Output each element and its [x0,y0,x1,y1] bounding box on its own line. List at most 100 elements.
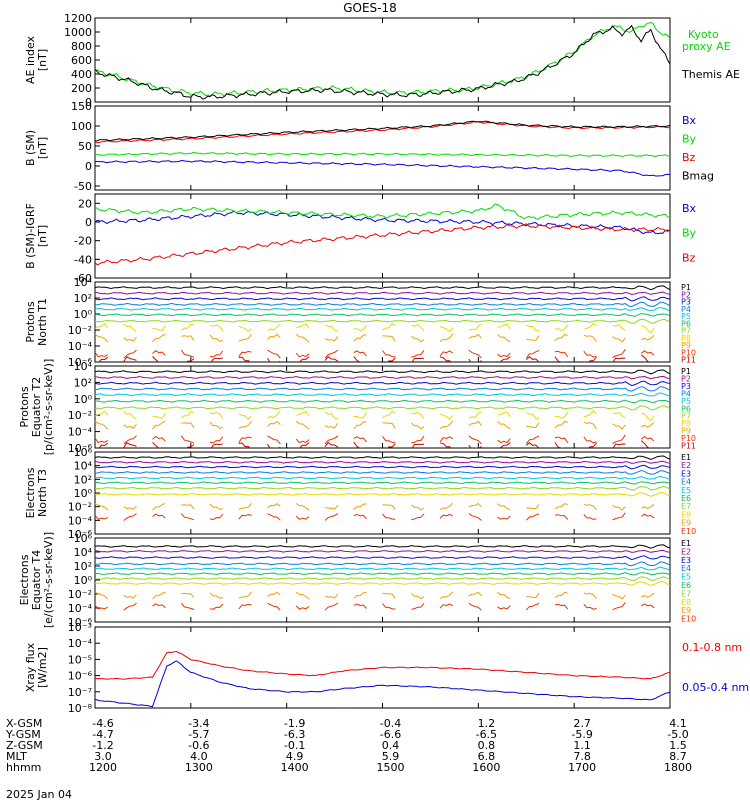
y-tick-label: 10⁰ [74,308,93,321]
channel-line-p8 [641,325,655,334]
channel-line-p9 [238,420,252,429]
channel-line-e10 [640,513,655,519]
channel-line-p8 [497,411,511,418]
channel-line-p9 [439,420,454,429]
channel-line-p9 [152,420,166,430]
channel-line-p11 [353,441,365,448]
channel-line-p10 [583,350,597,358]
legend-label: By [682,133,697,146]
channel-line-e9 [410,504,425,511]
ephemeris-value: 1600 [472,761,500,774]
channel-label: E6 [681,581,691,590]
y-tick-label: 10⁻⁴ [68,637,93,650]
y-tick-label: -60 [74,272,92,285]
ephemeris-value: -5.7 [188,728,209,741]
channel-line-p8 [612,411,626,419]
channel-line-e10 [612,602,626,611]
channel-line-e7 [95,485,670,491]
channel-label: P11 [681,356,696,365]
channel-line-e3 [95,464,670,470]
channel-line-p11 [612,357,626,362]
channel-label: P4 [681,389,691,398]
channel-line-e6 [95,572,670,576]
channel-line-p10 [324,349,339,359]
ephemeris-value: 6.8 [478,750,496,763]
channel-line-p8 [353,412,367,419]
channel-line-p8 [238,325,252,333]
channel-line-e9 [382,504,396,510]
ephemeris-value: -4.7 [92,728,113,741]
channel-line-p8 [382,410,396,418]
channel-line-e4 [95,561,670,567]
ephemeris-value: 1700 [568,761,596,774]
channel-line-p10 [439,436,454,443]
channel-line-p8 [95,410,109,417]
channel-label: E2 [681,461,691,470]
channel-line-e9 [439,591,454,599]
channel-line-p8 [439,413,454,421]
channel-label: P2 [681,290,691,299]
channel-line-p11 [123,356,137,362]
channel-line-p9 [209,334,223,342]
channel-line-p8 [497,323,511,330]
channel-label: P3 [681,298,691,307]
channel-line-e10 [497,605,511,610]
channel-line-p11 [468,444,482,448]
channel-line-p8 [526,324,540,332]
channel-line-p8 [123,411,137,420]
channel-line-p11 [298,356,310,362]
channel-line-p9 [181,422,195,429]
channel-line-p11 [210,357,223,362]
channel-line-p10 [468,435,482,445]
channel-line-p8 [583,322,597,330]
legend-label: Bmag [682,170,714,183]
legend-label: proxy AE [682,40,731,53]
channel-line-e10 [612,512,626,521]
channel-line-p11 [612,443,626,448]
plot-area [95,369,670,448]
panel-frame [94,105,671,191]
channel-line-e6 [95,481,670,485]
channel-label: P7 [681,327,691,336]
channel-line-p9 [612,336,626,343]
channel-line-e9 [497,591,511,600]
channel-line-p10 [612,348,626,358]
channel-line-e10 [554,514,569,520]
channel-label: P3 [681,382,691,391]
channel-line-e9 [468,591,482,597]
channel-line-p1 [95,285,670,291]
y-axis-label: [W/m2] [36,647,49,688]
channel-line-e7 [95,576,670,581]
y-axis-label: [e/(cm²-s-sr-keV)] [42,532,55,628]
channel-line-p8 [554,411,569,419]
channel-line-p9 [295,420,310,430]
channel-line-p6 [95,313,670,317]
channel-line-p8 [152,325,166,332]
series-line-by [95,203,670,220]
channel-line-p10 [267,349,281,359]
y-tick-label: 10⁰ [74,487,93,500]
channel-line-p10 [152,435,166,442]
channel-line-p10 [295,438,310,444]
channel-line-p9 [382,335,396,342]
channel-line-e9 [209,592,223,599]
channel-line-e10 [95,604,109,610]
channel-line-e10 [468,602,482,611]
channel-line-e9 [324,504,339,510]
channel-line-e1 [95,544,670,549]
ephemeris-value: 3.0 [94,750,112,763]
channel-line-p8 [267,323,281,332]
y-axis-label: North T1 [36,298,49,346]
channel-line-p10 [640,435,655,442]
channel-line-p11 [238,442,251,448]
channel-line-p9 [554,333,568,342]
channel-line-p9 [324,423,339,429]
channel-line-p9 [583,334,597,342]
legend-label: Bx [682,202,697,215]
channel-line-e9 [181,504,195,510]
y-tick-label: 400 [71,68,92,81]
legend-label: Kyoto [688,28,719,41]
channel-line-p8 [209,324,224,332]
y-tick-label: 10⁻⁶ [68,528,93,541]
